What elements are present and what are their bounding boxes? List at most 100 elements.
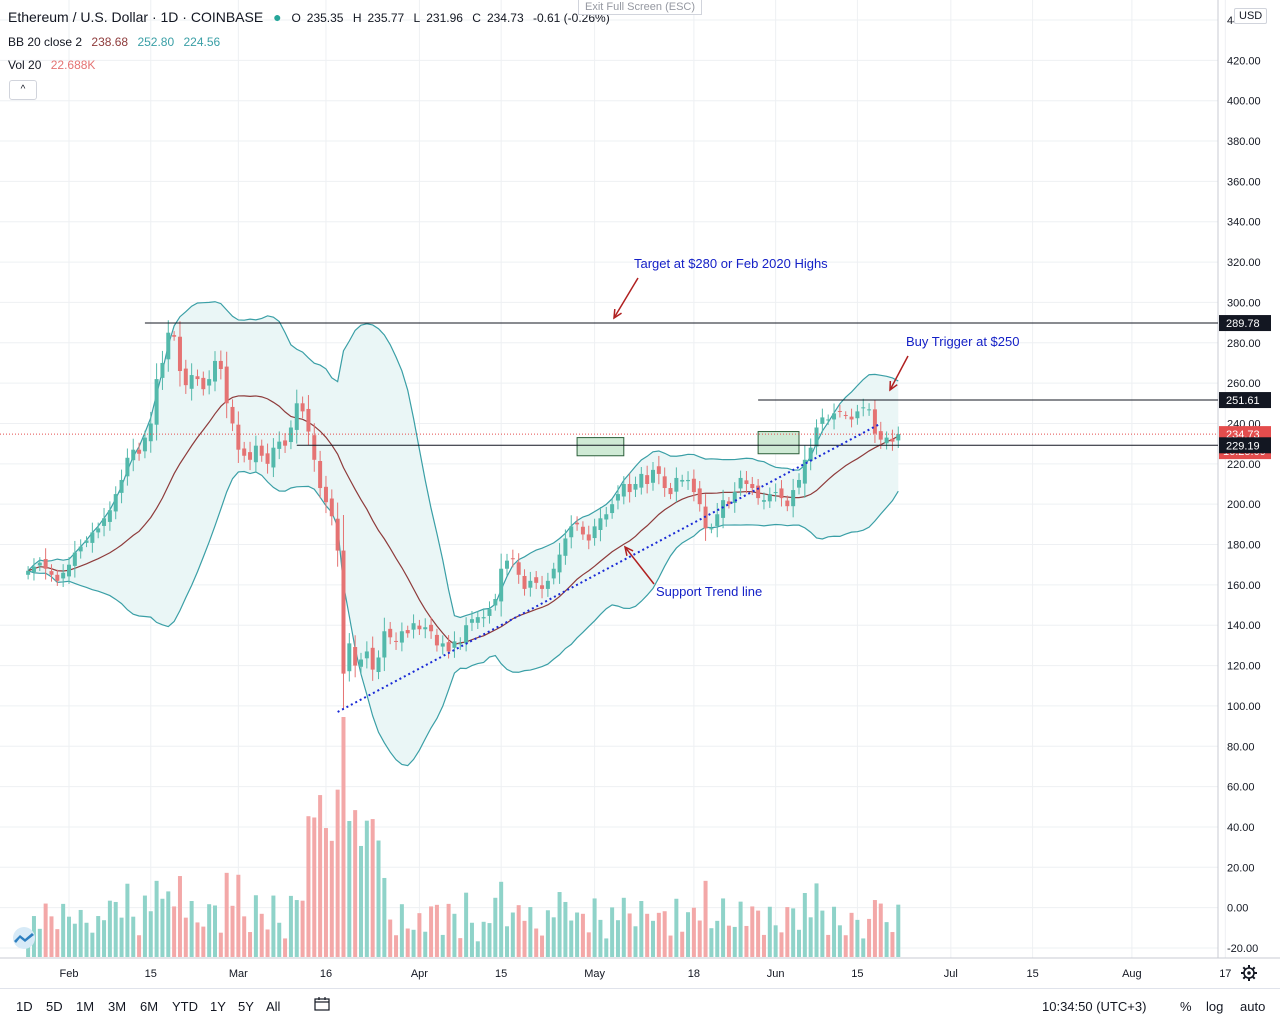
candle-body (113, 494, 118, 512)
gear-icon[interactable] (1240, 964, 1258, 982)
period-5d-button[interactable]: 5D (46, 999, 63, 1014)
period-1d-button[interactable]: 1D (16, 999, 33, 1014)
candle-body (49, 571, 54, 575)
candle-body (621, 484, 626, 497)
y-tick-label: 180.00 (1227, 540, 1261, 552)
percent-scale-button[interactable]: % (1180, 999, 1192, 1014)
y-tick-label: 220.00 (1227, 459, 1261, 471)
volume-bar (242, 916, 247, 957)
calendar-icon[interactable] (314, 997, 330, 1011)
volume-bar (674, 898, 679, 957)
volume-bar (680, 931, 685, 957)
volume-bar (213, 905, 217, 957)
candle-body (277, 441, 282, 449)
period-3m-button[interactable]: 3M (108, 999, 127, 1014)
volume-bar (283, 938, 288, 957)
auto-scale-button[interactable]: auto (1240, 999, 1266, 1014)
bb-lower-value: 224.56 (183, 35, 221, 49)
currency-badge[interactable]: USD (1234, 8, 1268, 24)
volume-bar (540, 935, 545, 957)
exit-fullscreen-button[interactable]: Exit Full Screen (ESC) (578, 0, 703, 15)
volume-bar (259, 913, 264, 957)
bb-basis-value: 238.68 (91, 35, 129, 49)
volume-bar (499, 881, 504, 957)
x-tick-label: Feb (60, 968, 79, 980)
volume-bar (107, 900, 112, 957)
volume-bar (37, 928, 42, 957)
volume-bar (662, 911, 667, 957)
volume-bar (779, 932, 784, 957)
volume-bar (884, 922, 889, 957)
y-tick-label: 360.00 (1227, 176, 1261, 188)
period-all-button[interactable]: All (266, 999, 281, 1014)
candle-body (475, 617, 480, 623)
volume-bar (797, 929, 801, 957)
candle-body (598, 518, 603, 530)
candle-body (551, 568, 556, 579)
candle-body (265, 453, 270, 464)
y-tick-label: 0.00 (1227, 903, 1248, 915)
candle-body (563, 538, 568, 556)
x-tick-label: Aug (1122, 968, 1142, 980)
candle-body (773, 492, 778, 494)
candle-body (341, 550, 346, 674)
consolidation-box (757, 431, 800, 455)
volume-bar (201, 926, 206, 957)
candle-body (808, 447, 813, 462)
tradingview-logo-icon[interactable] (8, 926, 40, 950)
vol-label: Vol 20 (8, 58, 42, 72)
volume-bar (429, 906, 434, 957)
candle-body (575, 522, 580, 525)
candle-body (440, 643, 445, 647)
period-ytd-button[interactable]: YTD (172, 999, 198, 1014)
candle-body (750, 484, 755, 489)
candle-body (715, 514, 720, 526)
period-6m-button[interactable]: 6M (140, 999, 159, 1014)
volume-bar (493, 897, 498, 957)
volume-bar (329, 840, 334, 957)
x-tick-label: 15 (495, 968, 507, 980)
collapse-legend-button[interactable]: ^ (9, 80, 37, 100)
volume-bar (709, 928, 714, 957)
volume-bar (808, 917, 813, 957)
x-tick-label: Jun (767, 968, 785, 980)
candle-body (837, 410, 842, 412)
candle-body (522, 575, 527, 589)
candle-body (31, 566, 36, 572)
candle-body (195, 376, 200, 380)
volume-bar (248, 932, 253, 957)
candle-body (627, 484, 632, 493)
log-scale-button[interactable]: log (1206, 999, 1224, 1014)
candle-body (154, 379, 159, 425)
period-5y-button[interactable]: 5Y (238, 999, 254, 1014)
candle-body (376, 657, 381, 673)
period-1y-button[interactable]: 1Y (210, 999, 226, 1014)
volume-legend[interactable]: Vol 20 22.688K (8, 58, 101, 72)
price-chart[interactable]: -20.00 0.00 20.00 40.00 60.00 80.00 100.00 120.… (0, 0, 1280, 988)
candle-body (359, 659, 363, 667)
volume-bar (370, 819, 375, 957)
volume-bar (761, 934, 766, 957)
candle-body (300, 403, 305, 412)
candle-body (213, 360, 217, 382)
volume-bar (604, 938, 609, 957)
candle-body (668, 488, 673, 495)
candle-body (177, 336, 182, 372)
volume-bar (551, 917, 556, 957)
volume-bar (475, 941, 480, 957)
clock-readout[interactable]: 10:34:50 (UTC+3) (1042, 999, 1147, 1014)
candle-body (67, 564, 71, 577)
close-value: 234.73 (486, 11, 524, 25)
bb-legend[interactable]: BB 20 close 2 238.68 252.80 224.56 (8, 35, 226, 49)
volume-bar (230, 905, 235, 957)
candle-body (242, 448, 247, 456)
candle-body (469, 619, 474, 623)
market-status-dot: ● (273, 9, 282, 25)
y-tick-label: 380.00 (1227, 136, 1261, 148)
period-1m-button[interactable]: 1M (76, 999, 95, 1014)
candle-body (125, 457, 130, 477)
candle-body (738, 477, 743, 489)
candle-body (861, 407, 866, 409)
volume-bar (756, 910, 761, 957)
candle-body (744, 480, 749, 484)
